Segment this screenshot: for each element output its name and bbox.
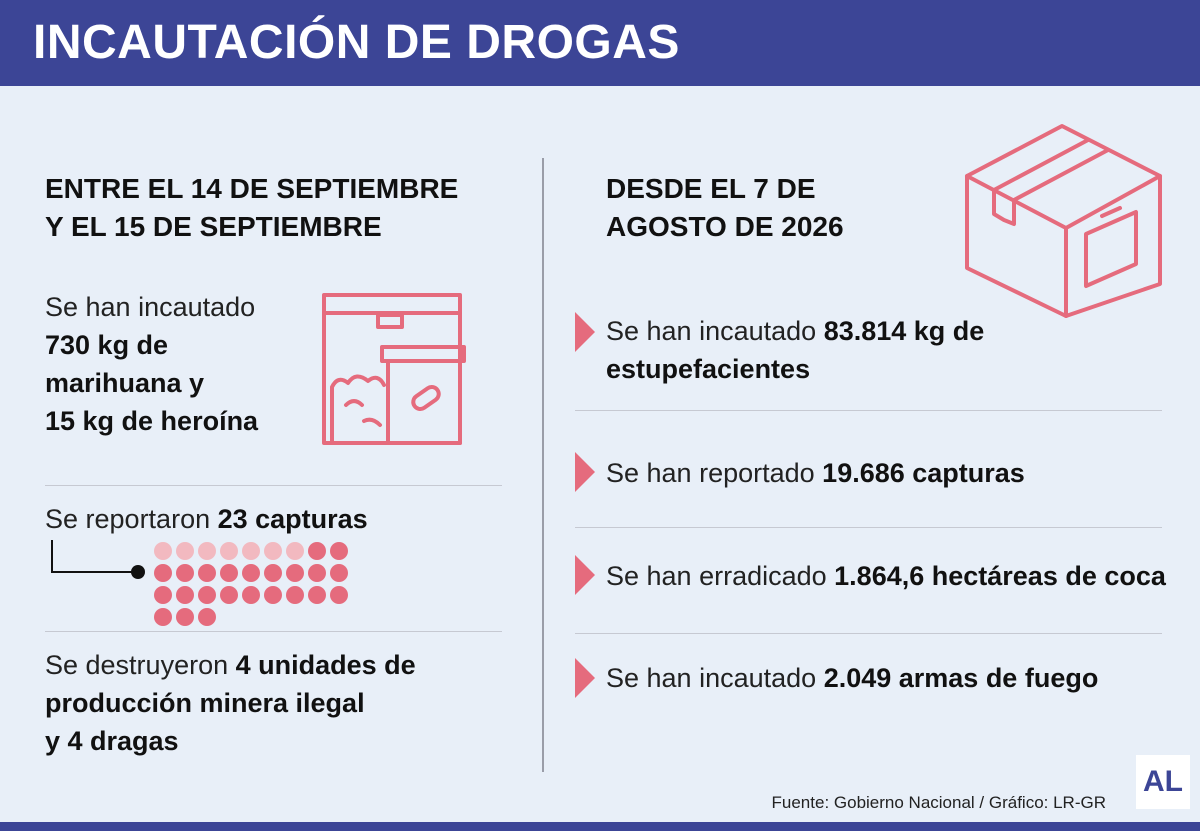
connector-line [51, 540, 53, 573]
page-title: INCAUTACIÓN DE DROGAS [33, 16, 680, 69]
captures-dot-grid [154, 542, 366, 630]
capture-dot [154, 542, 172, 560]
right-item-1-intro: Se han reportado [606, 458, 823, 488]
left-heading-line2: Y EL 15 DE SEPTIEMBRE [45, 211, 382, 242]
captures-intro: Se reportaron [45, 504, 218, 534]
capture-dot [154, 586, 172, 604]
drug-package-icon [322, 293, 466, 445]
capture-dot [154, 564, 172, 582]
capture-dot [198, 608, 216, 626]
seizure-line1: 730 kg de [45, 330, 169, 360]
capture-dot [198, 542, 216, 560]
capture-dot [264, 542, 282, 560]
right-separator-1 [575, 410, 1162, 411]
right-separator-3 [575, 633, 1162, 634]
right-separator-2 [575, 527, 1162, 528]
left-heading: ENTRE EL 14 DE SEPTIEMBRE Y EL 15 DE SEP… [45, 170, 458, 246]
capture-dot [220, 586, 238, 604]
capture-dot [176, 564, 194, 582]
mining-line2: producción minera ilegal [45, 688, 365, 718]
seizure-intro: Se han incautado [45, 292, 256, 322]
right-item-0-bold2: estupefacientes [606, 354, 811, 384]
right-heading-line2: AGOSTO DE 2026 [606, 211, 844, 242]
seizure-line3: 15 kg de heroína [45, 406, 259, 436]
source-credit: Fuente: Gobierno Nacional / Gráfico: LR-… [771, 793, 1106, 812]
box-icon [965, 124, 1162, 318]
left-separator-1 [45, 485, 502, 486]
left-item-captures: Se reportaron 23 capturas [45, 500, 368, 538]
right-item-2-bold: 1.864,6 hectáreas de coca [834, 561, 1166, 591]
right-item-3: Se han incautado 2.049 armas de fuego [606, 659, 1098, 697]
right-item-1: Se han reportado 19.686 capturas [606, 454, 1025, 492]
seizure-line2: marihuana y [45, 368, 205, 398]
capture-dot [286, 542, 304, 560]
triangle-arrow-icon [575, 658, 595, 698]
capture-dot [220, 542, 238, 560]
column-divider [542, 158, 544, 772]
capture-dot [330, 586, 348, 604]
capture-dot [198, 586, 216, 604]
triangle-arrow-icon [575, 555, 595, 595]
mining-line3: y 4 dragas [45, 726, 179, 756]
bottom-bar [0, 822, 1200, 831]
left-separator-2 [45, 631, 502, 632]
header-banner: INCAUTACIÓN DE DROGAS [0, 0, 1200, 86]
right-heading-line1: DESDE EL 7 DE [606, 173, 816, 204]
capture-dot [198, 564, 216, 582]
capture-dot [330, 542, 348, 560]
capture-dot [154, 608, 172, 626]
capture-dot [308, 542, 326, 560]
capture-dot [286, 564, 304, 582]
left-heading-line1: ENTRE EL 14 DE SEPTIEMBRE [45, 173, 459, 204]
right-item-0-bold: 83.814 kg de [823, 316, 985, 346]
brand-logo: AL [1136, 755, 1190, 809]
right-item-0-intro: Se han incautado [606, 316, 824, 346]
capture-dot [242, 564, 260, 582]
connector-line [51, 571, 137, 573]
right-item-1-bold: 19.686 capturas [822, 458, 1025, 488]
capture-dot [264, 564, 282, 582]
captures-bold: 23 capturas [217, 504, 368, 534]
capture-dot [308, 564, 326, 582]
connector-dot [131, 565, 145, 579]
right-item-2: Se han erradicado 1.864,6 hectáreas de c… [606, 557, 1166, 595]
right-item-0: Se han incautado 83.814 kg de estupefaci… [606, 312, 984, 388]
right-item-3-bold: 2.049 armas de fuego [823, 663, 1099, 693]
mining-intro: Se destruyeron [45, 650, 236, 680]
capture-dot [242, 542, 260, 560]
capture-dot [286, 586, 304, 604]
right-item-3-intro: Se han incautado [606, 663, 824, 693]
capture-dot [176, 542, 194, 560]
capture-dot [220, 564, 238, 582]
capture-dot [176, 586, 194, 604]
mining-bold1: 4 unidades de [235, 650, 416, 680]
right-heading: DESDE EL 7 DE AGOSTO DE 2026 [606, 170, 844, 246]
triangle-arrow-icon [575, 312, 595, 352]
capture-dot [264, 586, 282, 604]
capture-dot [330, 564, 348, 582]
right-item-2-intro: Se han erradicado [606, 561, 835, 591]
capture-dot [242, 586, 260, 604]
capture-dot [308, 586, 326, 604]
left-item-mining: Se destruyeron 4 unidades de producción … [45, 646, 416, 760]
left-item-seizure: Se han incautado 730 kg de marihuana y 1… [45, 288, 258, 440]
capture-dot [176, 608, 194, 626]
triangle-arrow-icon [575, 452, 595, 492]
